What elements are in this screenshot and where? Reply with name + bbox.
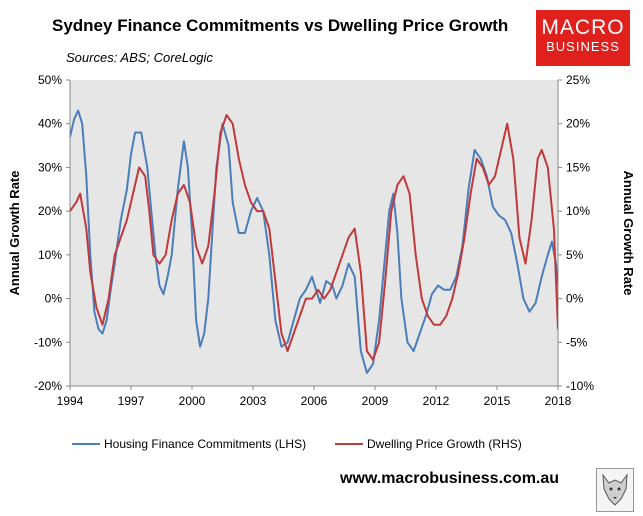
- x-tick-label: 2012: [423, 394, 450, 408]
- left-tick-label: 10%: [38, 248, 62, 262]
- x-tick-label: 2003: [240, 394, 267, 408]
- left-axis-title: Annual Growth Rate: [7, 171, 22, 296]
- left-tick-label: -20%: [34, 379, 62, 393]
- right-tick-label: 15%: [566, 160, 590, 174]
- left-tick-label: 0%: [45, 292, 63, 306]
- left-tick-label: 20%: [38, 204, 62, 218]
- x-tick-label: 2015: [484, 394, 511, 408]
- right-tick-label: 25%: [566, 73, 590, 87]
- website-url[interactable]: www.macrobusiness.com.au: [340, 470, 560, 487]
- left-tick-label: 50%: [38, 73, 62, 87]
- x-tick-label: 1997: [118, 394, 145, 408]
- logo-line-2: BUSINESS: [546, 39, 620, 54]
- legend-label: Dwelling Price Growth (RHS): [367, 437, 522, 451]
- right-tick-label: -10%: [566, 379, 594, 393]
- right-axis-title: Annual Growth Rate: [621, 171, 636, 296]
- legend-label: Housing Finance Commitments (LHS): [104, 437, 306, 451]
- macro-business-logo: MACRO BUSINESS: [536, 10, 630, 66]
- chart-title: Sydney Finance Commitments vs Dwelling P…: [52, 16, 509, 35]
- x-tick-label: 2000: [179, 394, 206, 408]
- series-line-housing-finance-commitments: [70, 109, 558, 374]
- right-tick-label: -5%: [566, 335, 588, 349]
- chart-subtitle: Sources: ABS; CoreLogic: [66, 50, 213, 65]
- left-tick-label: 30%: [38, 160, 62, 174]
- series-line-dwelling-price-growth: [70, 114, 558, 361]
- plot-area: [70, 80, 558, 386]
- left-tick-label: -10%: [34, 335, 62, 349]
- left-tick-label: 40%: [38, 117, 62, 131]
- right-tick-label: 20%: [566, 117, 590, 131]
- right-tick-label: 10%: [566, 204, 590, 218]
- right-tick-label: 5%: [566, 248, 584, 262]
- x-tick-label: 1994: [57, 394, 84, 408]
- x-tick-label: 2006: [301, 394, 328, 408]
- wolf-head-icon: [596, 468, 634, 512]
- x-tick-label: 2009: [362, 394, 389, 408]
- x-tick-label: 2018: [545, 394, 572, 408]
- logo-line-1: MACRO: [541, 16, 625, 39]
- right-tick-label: 0%: [566, 292, 584, 306]
